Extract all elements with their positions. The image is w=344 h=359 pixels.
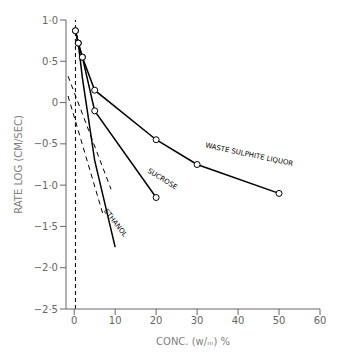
svg-text:−1·0: −1·0	[34, 180, 58, 191]
svg-text:0: 0	[52, 97, 58, 108]
svg-text:SUCROSE: SUCROSE	[146, 167, 179, 192]
svg-text:1·0: 1·0	[42, 15, 58, 26]
svg-text:60: 60	[314, 315, 327, 326]
svg-text:WASTE SULPHITE LIQUOR: WASTE SULPHITE LIQUOR	[204, 142, 293, 168]
svg-text:−2·0: −2·0	[34, 262, 58, 273]
svg-text:0: 0	[71, 315, 77, 326]
svg-text:50: 50	[273, 315, 286, 326]
svg-text:20: 20	[150, 315, 163, 326]
svg-text:RATE LOG (CM/SEC): RATE LOG (CM/SEC)	[13, 115, 24, 214]
svg-text:40: 40	[232, 315, 245, 326]
svg-text:0·5: 0·5	[42, 56, 58, 67]
svg-text:ETHANOL: ETHANOL	[102, 207, 129, 238]
svg-text:−2·5: −2·5	[34, 304, 58, 315]
svg-text:−0·5: −0·5	[34, 138, 58, 149]
svg-text:30: 30	[191, 315, 204, 326]
svg-text:10: 10	[109, 315, 122, 326]
svg-text:−1·5: −1·5	[34, 221, 58, 232]
svg-text:CONC. (w/ₘ) %: CONC. (w/ₘ) %	[156, 336, 230, 347]
